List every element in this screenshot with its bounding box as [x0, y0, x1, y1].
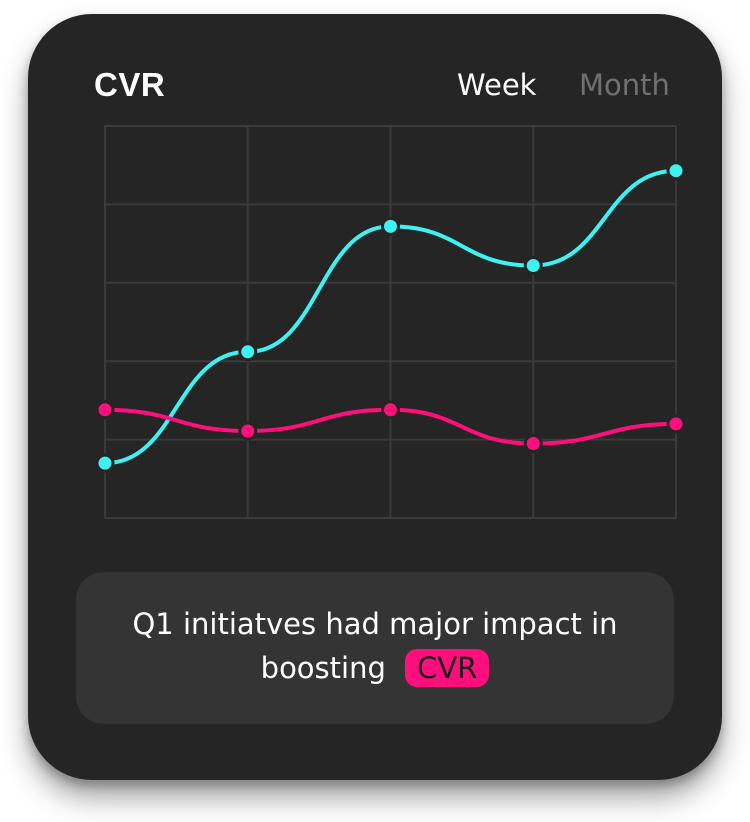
data-point-1-3[interactable]: [523, 434, 543, 454]
cvr-card: CVR Week Month Q1 initiatves had major i…: [28, 14, 722, 780]
line-chart: [95, 125, 686, 519]
card-title: CVR: [94, 66, 166, 103]
data-point-0-4[interactable]: [666, 161, 686, 181]
data-point-1-4[interactable]: [666, 414, 686, 434]
data-point-1-0[interactable]: [95, 400, 115, 420]
tab-month[interactable]: Month: [579, 68, 670, 102]
data-point-0-1[interactable]: [238, 342, 258, 362]
data-point-0-2[interactable]: [381, 216, 400, 236]
data-point-1-2[interactable]: [381, 400, 400, 420]
tab-week[interactable]: Week: [457, 68, 537, 102]
data-point-1-1[interactable]: [238, 421, 258, 441]
cvr-highlight-badge: CVR: [405, 649, 490, 687]
insight-caption: Q1 initiatves had major impact in boosti…: [76, 572, 674, 724]
data-point-0-0[interactable]: [95, 453, 115, 473]
data-point-0-3[interactable]: [523, 256, 543, 276]
caption-text: Q1 initiatves had major impact in boosti…: [132, 607, 618, 685]
